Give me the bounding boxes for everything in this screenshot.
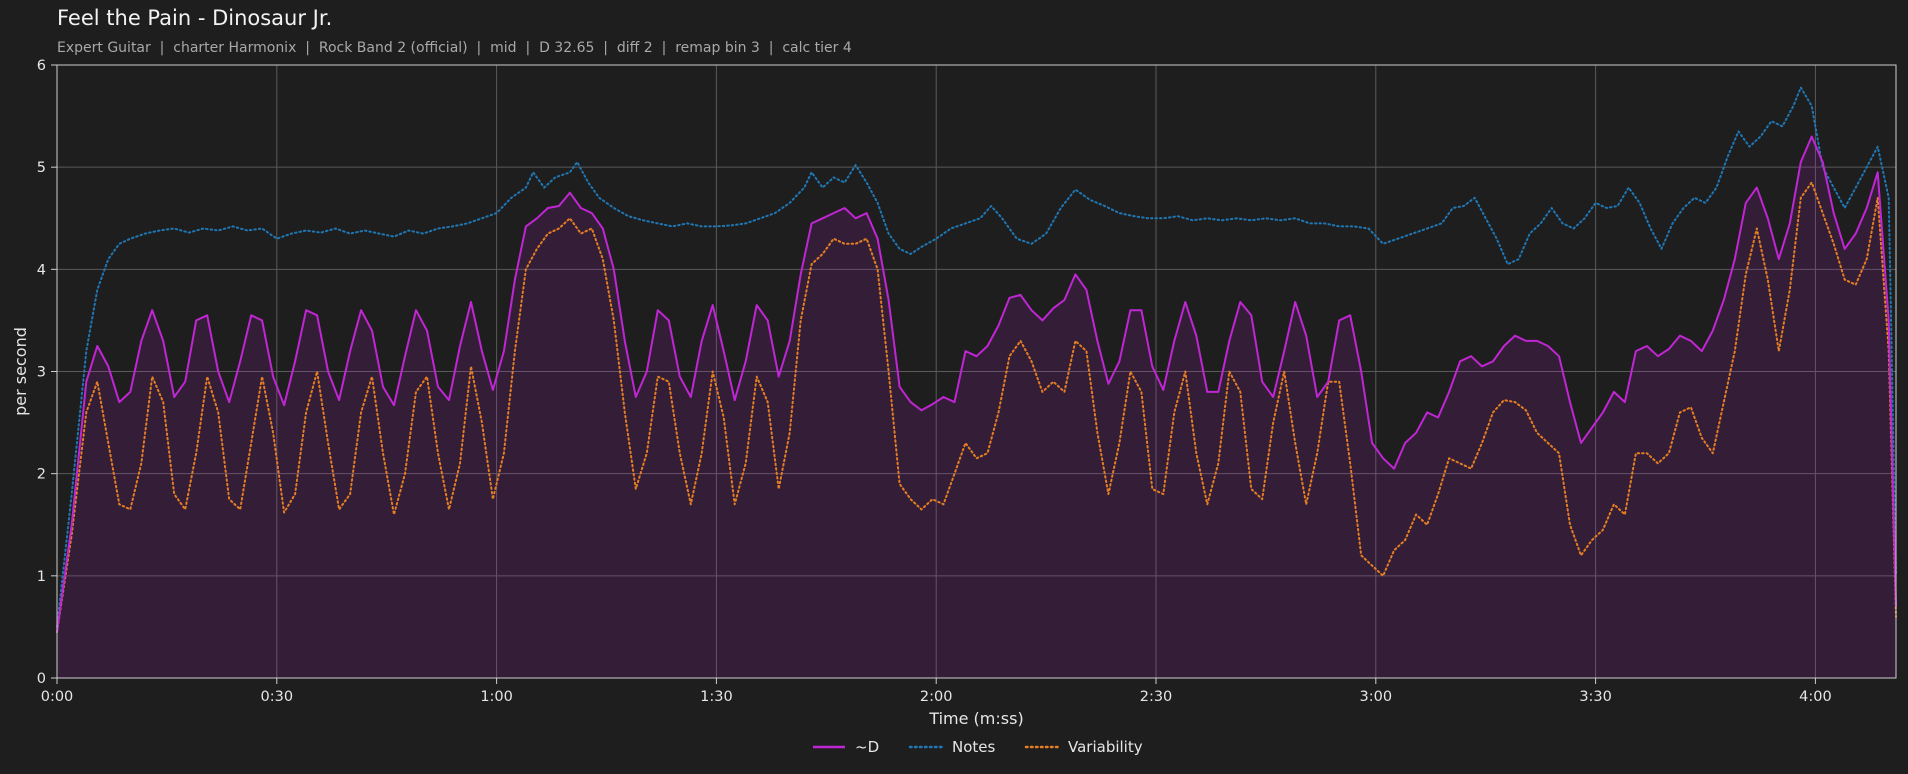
- legend-label-1: ~D: [855, 738, 879, 756]
- y-axis-ticks: 0 1 2 3 4 5 6: [37, 58, 57, 687]
- x-tick-label: 2:00: [920, 689, 953, 705]
- x-tick-label: 3:30: [1579, 689, 1612, 705]
- legend-label-2: Notes: [952, 738, 996, 756]
- y-tick-label: 3: [37, 365, 46, 381]
- x-tick-label: 0:00: [41, 689, 74, 705]
- legend-label-3: Variability: [1068, 738, 1143, 756]
- x-axis-label: Time (m:ss): [928, 709, 1023, 728]
- x-tick-label: 1:00: [480, 689, 513, 705]
- x-axis-ticks: 0:00 0:30 1:00 1:30 2:00 2:30 3:00 3:30 4:00: [41, 678, 1832, 705]
- series-fills: [57, 137, 1896, 679]
- y-tick-label: 1: [37, 569, 46, 585]
- x-tick-label: 2:30: [1140, 689, 1173, 705]
- x-tick-label: 3:00: [1360, 689, 1393, 705]
- y-axis-label: per second: [11, 327, 30, 416]
- y-tick-label: 6: [37, 58, 46, 74]
- y-tick-label: 0: [37, 671, 46, 687]
- series-area-1: [57, 137, 1896, 679]
- x-tick-label: 1:30: [700, 689, 733, 705]
- x-tick-label: 0:30: [261, 689, 294, 705]
- y-tick-label: 4: [37, 262, 46, 278]
- y-tick-label: 5: [37, 160, 46, 176]
- legend: ~D Notes Variability: [813, 738, 1143, 756]
- x-tick-label: 4:00: [1799, 689, 1832, 705]
- y-tick-label: 2: [37, 467, 46, 483]
